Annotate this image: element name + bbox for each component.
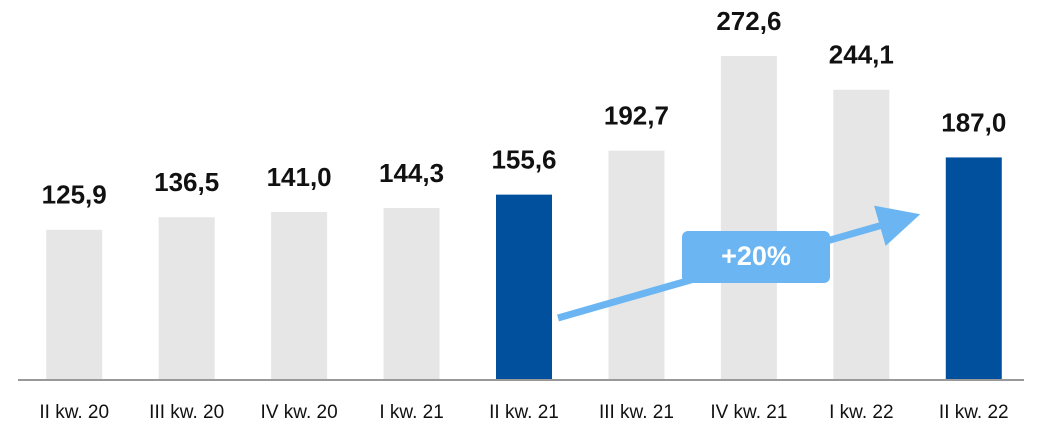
bars: 125,9 II kw. 20 136,5 III kw. 20 141,0 IV kw.… — [39, 6, 1008, 423]
value-label: 187,0 — [941, 107, 1006, 137]
value-label: 155,6 — [491, 145, 556, 175]
bar — [945, 157, 1002, 379]
bar — [496, 194, 552, 379]
value-label: 144,3 — [379, 158, 444, 188]
value-label: 244,1 — [829, 40, 894, 70]
x-tick-label: IV kw. 20 — [261, 402, 338, 423]
annotation: +20% — [721, 241, 791, 271]
value-label: 136,5 — [154, 167, 219, 197]
value-label: 125,9 — [42, 180, 107, 210]
bar — [271, 211, 328, 379]
bar — [158, 217, 215, 379]
x-tick-label: II kw. 21 — [489, 402, 559, 423]
x-tick-label: I kw. 21 — [379, 402, 443, 423]
x-tick-label: III kw. 21 — [599, 402, 674, 423]
x-tick-label: III kw. 20 — [149, 402, 224, 423]
x-tick-label: IV kw. 21 — [710, 402, 787, 423]
value-label: 272,6 — [716, 6, 781, 36]
x-tick-label: II kw. 22 — [939, 402, 1009, 423]
value-label: 192,7 — [604, 101, 669, 131]
bar — [383, 208, 440, 379]
bar — [608, 150, 665, 379]
x-tick-label: II kw. 20 — [39, 402, 109, 423]
x-tick-label: I kw. 22 — [829, 402, 893, 423]
annotation-box — [682, 231, 830, 283]
value-label: 141,0 — [267, 162, 332, 192]
bar — [46, 229, 103, 379]
bar — [720, 56, 777, 379]
